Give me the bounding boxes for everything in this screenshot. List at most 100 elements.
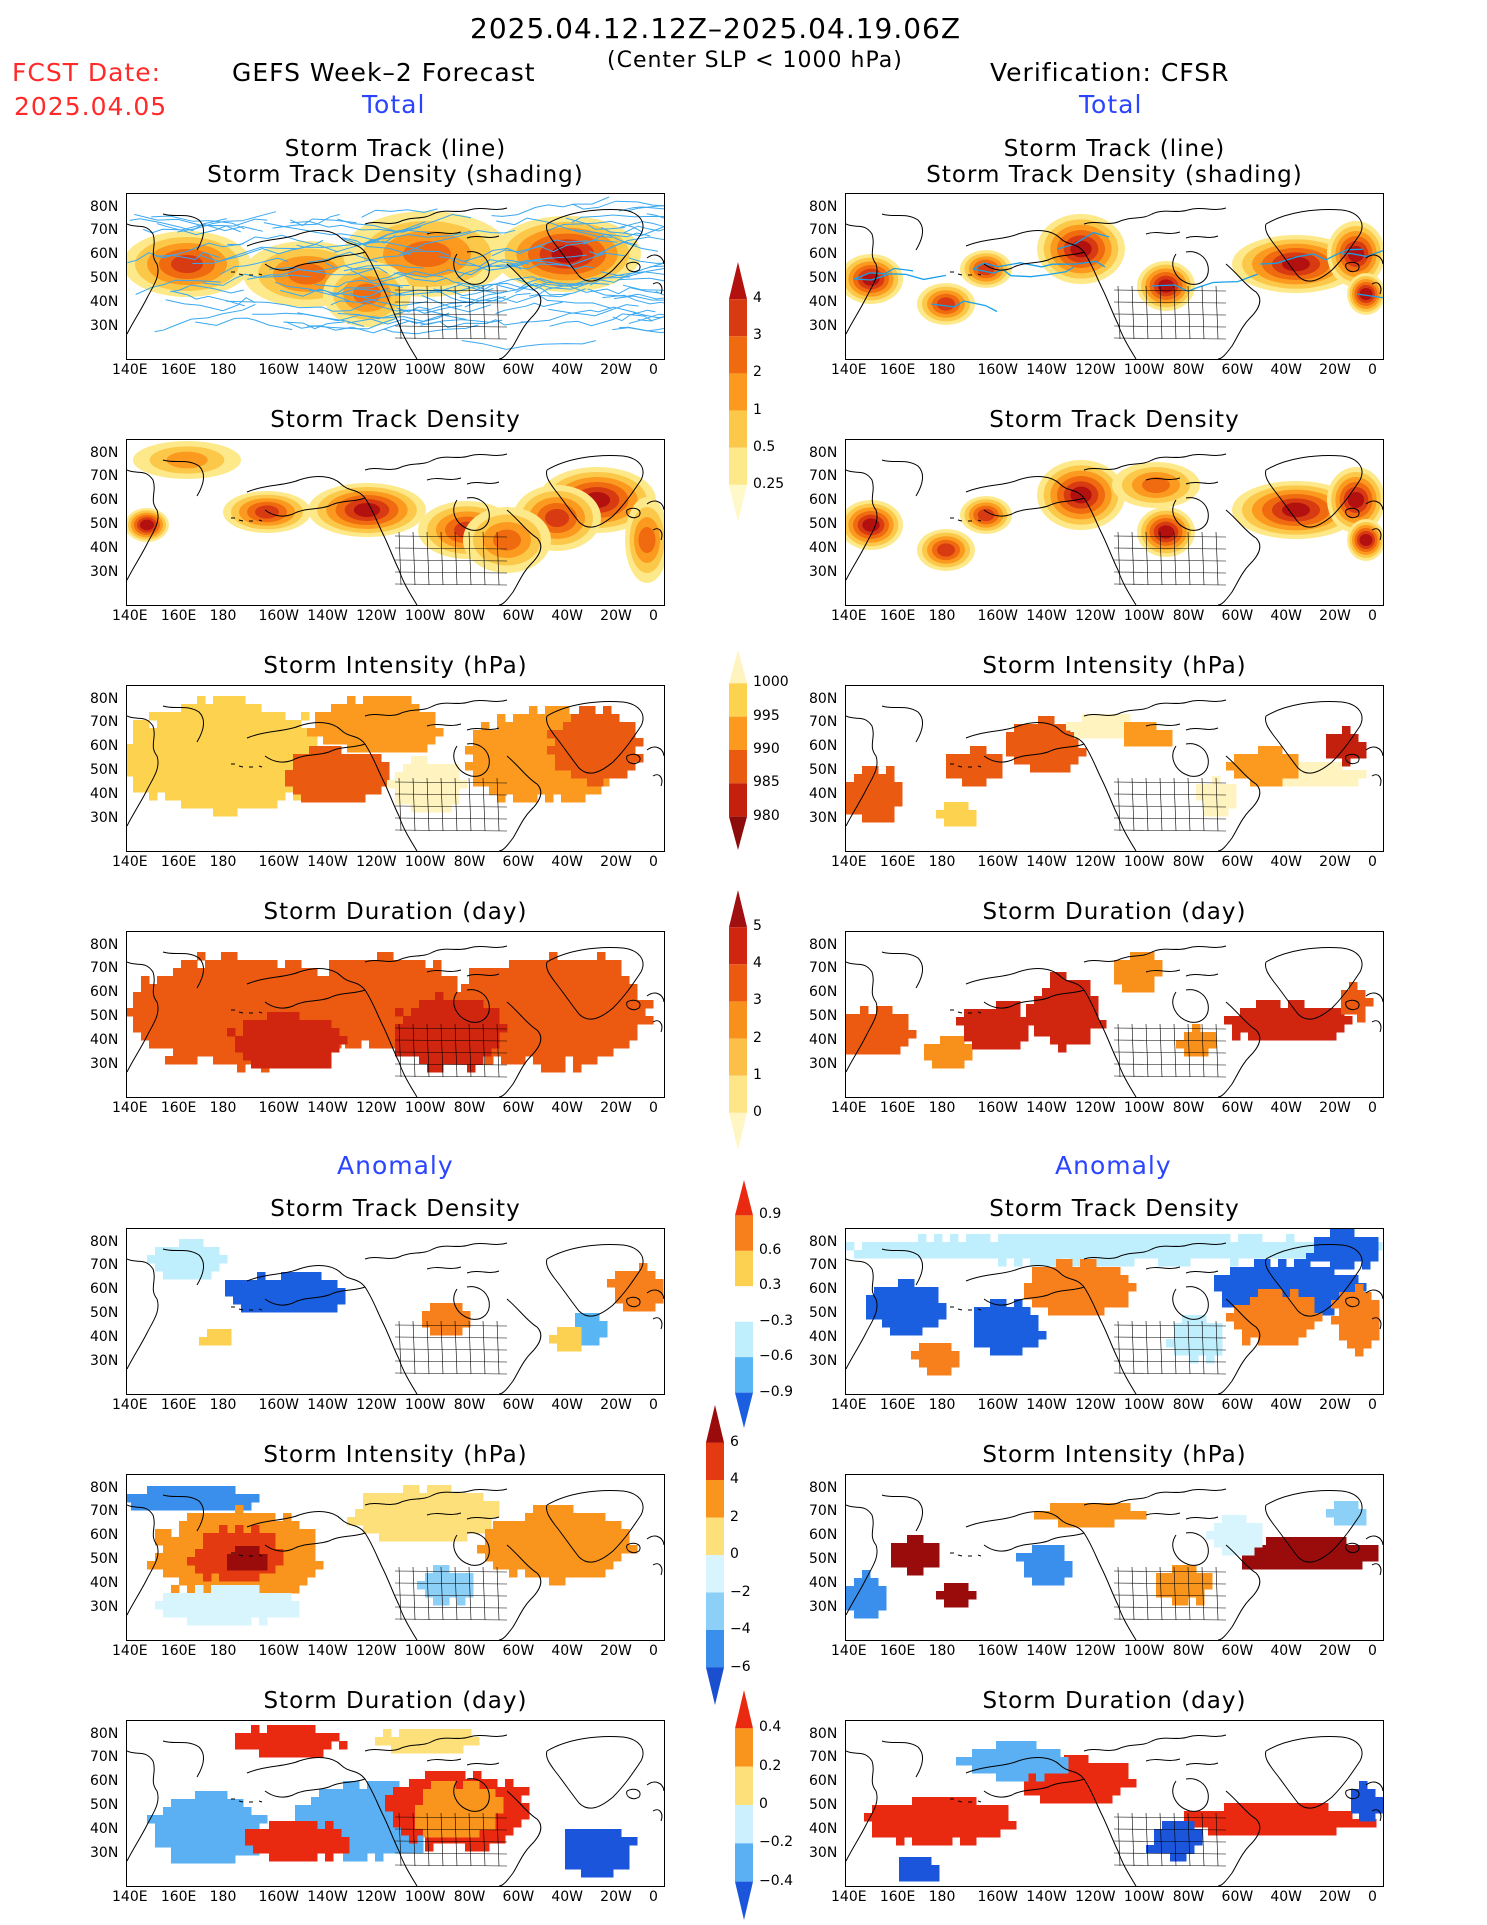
field-cell	[365, 786, 374, 795]
field-cell	[163, 1839, 172, 1848]
field-cell	[541, 1064, 550, 1073]
field-cell	[1102, 1242, 1111, 1251]
storm-track-line	[395, 288, 494, 297]
field-cell	[1286, 1234, 1295, 1243]
field-cell	[1354, 1545, 1363, 1554]
field-cell	[557, 968, 566, 977]
storm-track-line	[337, 213, 472, 232]
field-cell	[1158, 1258, 1167, 1267]
field-cell	[269, 752, 278, 761]
field-cell	[307, 1537, 316, 1546]
field-cell	[1238, 1299, 1247, 1308]
field-cell	[509, 1569, 518, 1578]
field-cell	[213, 752, 222, 761]
field-cell	[926, 1242, 935, 1251]
field-cell	[179, 1502, 188, 1511]
coastline	[426, 969, 500, 977]
field-cell	[181, 792, 190, 801]
field-cell	[1032, 1545, 1041, 1554]
field-cell	[1342, 1509, 1351, 1518]
lon-tick-label: 120W	[356, 608, 397, 624]
field-cell	[1206, 1250, 1215, 1259]
field-cell	[876, 1014, 885, 1023]
field-cell	[533, 1008, 542, 1017]
field-cell	[433, 976, 442, 985]
field-cell	[1038, 748, 1047, 757]
field-cell	[211, 1815, 220, 1824]
field-cell	[1038, 1258, 1047, 1267]
field-cell	[1154, 960, 1163, 969]
field-cell	[369, 968, 378, 977]
field-cell	[427, 736, 436, 745]
lon-tick-label: 60W	[1221, 854, 1254, 870]
field-cell	[886, 774, 895, 783]
field-cell	[227, 1617, 236, 1626]
field-cell	[155, 1247, 164, 1256]
field-cell	[1290, 754, 1299, 763]
field-cell	[189, 768, 198, 777]
field-cell	[571, 770, 580, 779]
field-cell	[613, 1032, 622, 1041]
field-cell	[1240, 1024, 1249, 1033]
field-cell	[922, 1295, 931, 1304]
field-cell	[131, 1494, 140, 1503]
state-border	[394, 559, 508, 562]
field-cell	[1030, 724, 1039, 733]
field-cell	[195, 1807, 204, 1816]
field-cell	[573, 1561, 582, 1570]
lon-tick-label: 20W	[1319, 608, 1351, 624]
field-cell	[541, 1048, 550, 1057]
field-cell	[427, 1485, 436, 1494]
coastline	[1172, 1286, 1209, 1320]
field-cell	[986, 762, 995, 771]
field-cell	[395, 1501, 404, 1510]
field-cell	[1296, 1000, 1305, 1009]
map-dens-fc	[127, 441, 664, 605]
field-cell	[1258, 746, 1267, 755]
field-cell	[163, 1529, 172, 1538]
field-cell	[493, 976, 502, 985]
field-cell	[355, 1509, 364, 1518]
field-cell	[245, 752, 254, 761]
field-cell	[173, 1016, 182, 1025]
field-cell	[171, 1601, 180, 1610]
lat-tick-label: 50N	[809, 762, 838, 778]
coastline	[231, 1306, 263, 1311]
lat-tick-label: 70N	[90, 714, 119, 730]
field-cell	[195, 1593, 204, 1602]
field-cell	[525, 1040, 534, 1049]
field-cell	[451, 764, 460, 773]
field-cell	[221, 808, 230, 817]
field-cell	[379, 1525, 388, 1534]
field-cell	[311, 1797, 320, 1806]
field-cell	[299, 1060, 308, 1069]
field-cell	[411, 728, 420, 737]
field-cell	[1296, 1016, 1305, 1025]
panel-title: Storm Track (line)	[1003, 136, 1226, 162]
field-cell	[385, 992, 394, 1001]
field-cell	[1258, 1329, 1267, 1338]
field-cell	[541, 1040, 550, 1049]
field-cell	[363, 1493, 372, 1502]
coastline	[1145, 723, 1219, 731]
field-cell	[509, 992, 518, 1001]
lat-tick-label: 80N	[809, 937, 838, 953]
field-cell	[1248, 1032, 1257, 1041]
field-cell	[433, 960, 442, 969]
field-cell	[225, 1288, 234, 1297]
field-cell	[189, 968, 198, 977]
field-cell	[1246, 1531, 1255, 1540]
field-cell	[377, 992, 386, 1001]
storm-track-line	[853, 267, 914, 280]
lon-tick-label: 40W	[1270, 1397, 1303, 1413]
field-cell	[493, 1529, 502, 1538]
field-cell	[1204, 792, 1213, 801]
field-cell	[619, 730, 628, 739]
field-cell	[438, 1319, 447, 1328]
field-cell	[1040, 1275, 1049, 1284]
field-cell	[163, 1247, 172, 1256]
coastline	[950, 1009, 982, 1014]
field-cell	[918, 1234, 927, 1243]
field-cell	[998, 1258, 1007, 1267]
field-cell	[505, 778, 514, 787]
